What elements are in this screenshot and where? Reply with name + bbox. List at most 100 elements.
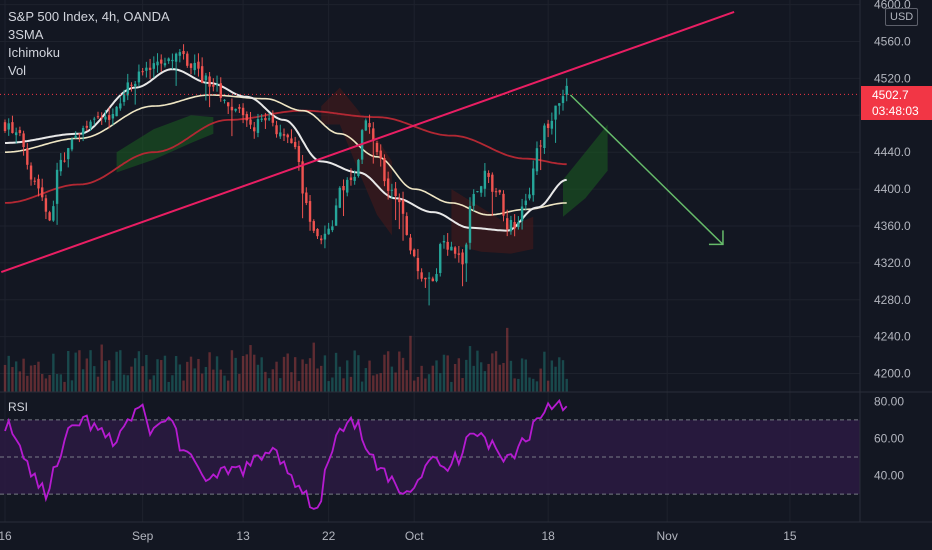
candle-body [528,194,531,199]
chart-title[interactable]: S&P 500 Index, 4h, OANDA [8,9,170,24]
candle-body [565,85,568,95]
candle-body [186,53,189,66]
candle-body [137,71,141,83]
chart-legend: S&P 500 Index, 4h, OANDA 3SMA Ichimoku V… [8,8,170,80]
indicator-3sma[interactable]: 3SMA [8,27,44,42]
candle-body [44,198,48,212]
volume-bar [59,374,62,392]
volume-bar [256,364,260,392]
rsi-indicator-label[interactable]: RSI [8,400,29,414]
candle-body [427,277,431,279]
candle-body [59,159,62,172]
indicator-ichimoku[interactable]: Ichimoku [8,45,61,60]
rsi-line [4,398,568,510]
volume-bar [457,358,461,392]
cloud-segment [451,189,534,254]
volume-bar [498,364,501,392]
volume-bar [119,350,122,392]
candle-body [37,178,40,189]
candle-body [282,134,286,136]
volume-bar [468,346,472,392]
rsi-tick-label: 60.00 [874,431,904,445]
rsi-pane [0,391,932,510]
candle-body [18,130,22,134]
candle-body [346,179,349,193]
candle-body [271,116,275,123]
volume-bar [357,355,360,392]
time-tick-label: 13 [236,529,250,543]
candle-body [472,194,475,206]
candle-body [29,165,33,180]
volume-bar [524,359,527,392]
price-tick-label: 4600.0 [874,0,911,12]
candle-body [465,244,468,264]
candle-body [383,158,386,182]
candle-body [275,125,278,135]
price-tick-label: 4560.0 [874,35,911,49]
indicator-vol[interactable]: Vol [8,63,27,78]
currency-badge[interactable]: USD [885,8,919,26]
volume-bar [558,357,561,392]
volume-bar [182,380,185,392]
volume-bar [450,381,453,392]
price-tick-label: 4200.0 [874,367,911,381]
candle-body [450,246,453,251]
candle-body [379,150,382,159]
volume-bar [186,361,189,392]
volume-bar [156,359,159,392]
candle-body [156,61,159,66]
volume-bar [230,350,234,392]
volume-bar [260,357,263,392]
volume-bar [446,355,449,392]
volume-bar [55,373,59,392]
candle-body [107,115,111,120]
candle-body [96,116,100,118]
volume-bar [431,365,434,392]
candle-body [204,75,208,81]
candle-body [104,116,107,120]
volume-bar [502,362,505,392]
candle-body [241,107,245,116]
volume-bar [413,380,416,392]
candle-body [33,180,36,182]
candle-body [200,66,204,83]
candle-body [513,222,516,229]
rsi-tick-label: 40.00 [874,469,904,483]
volume-bar [78,350,81,392]
volume-bar [528,377,531,392]
cloud-segment [321,87,392,236]
time-tick-label: Sep [132,529,154,543]
candle-body [502,193,505,216]
trendline-drawings[interactable] [0,11,860,274]
candle-body [558,103,561,106]
volume-bar [14,361,18,392]
candle-body [517,222,520,228]
volume-bar [308,358,312,392]
candle-body [264,118,267,121]
volume-bar [465,359,468,392]
candle-body [26,148,29,165]
volume-bar [189,356,193,392]
candle-body [312,221,315,231]
volume-bar [204,366,208,392]
candle-body [219,83,222,98]
candle-body [189,63,193,68]
volume-bar [543,351,546,392]
candle-body [212,84,215,87]
volume-bar [550,360,554,392]
volume-bar [238,373,241,392]
candle-body [182,50,185,55]
last-price-tag: 4502.7 03:48:03 [861,86,932,120]
candle-body [479,186,483,193]
volume-bar [215,356,219,392]
volume-bar [316,368,319,392]
volume-bar [375,374,379,392]
candle-body [398,198,401,203]
price-tick-label: 4240.0 [874,330,911,344]
candle-body [431,278,434,282]
volume-bar [546,380,550,392]
volume-bar [145,354,148,392]
volume-bar [208,352,211,392]
